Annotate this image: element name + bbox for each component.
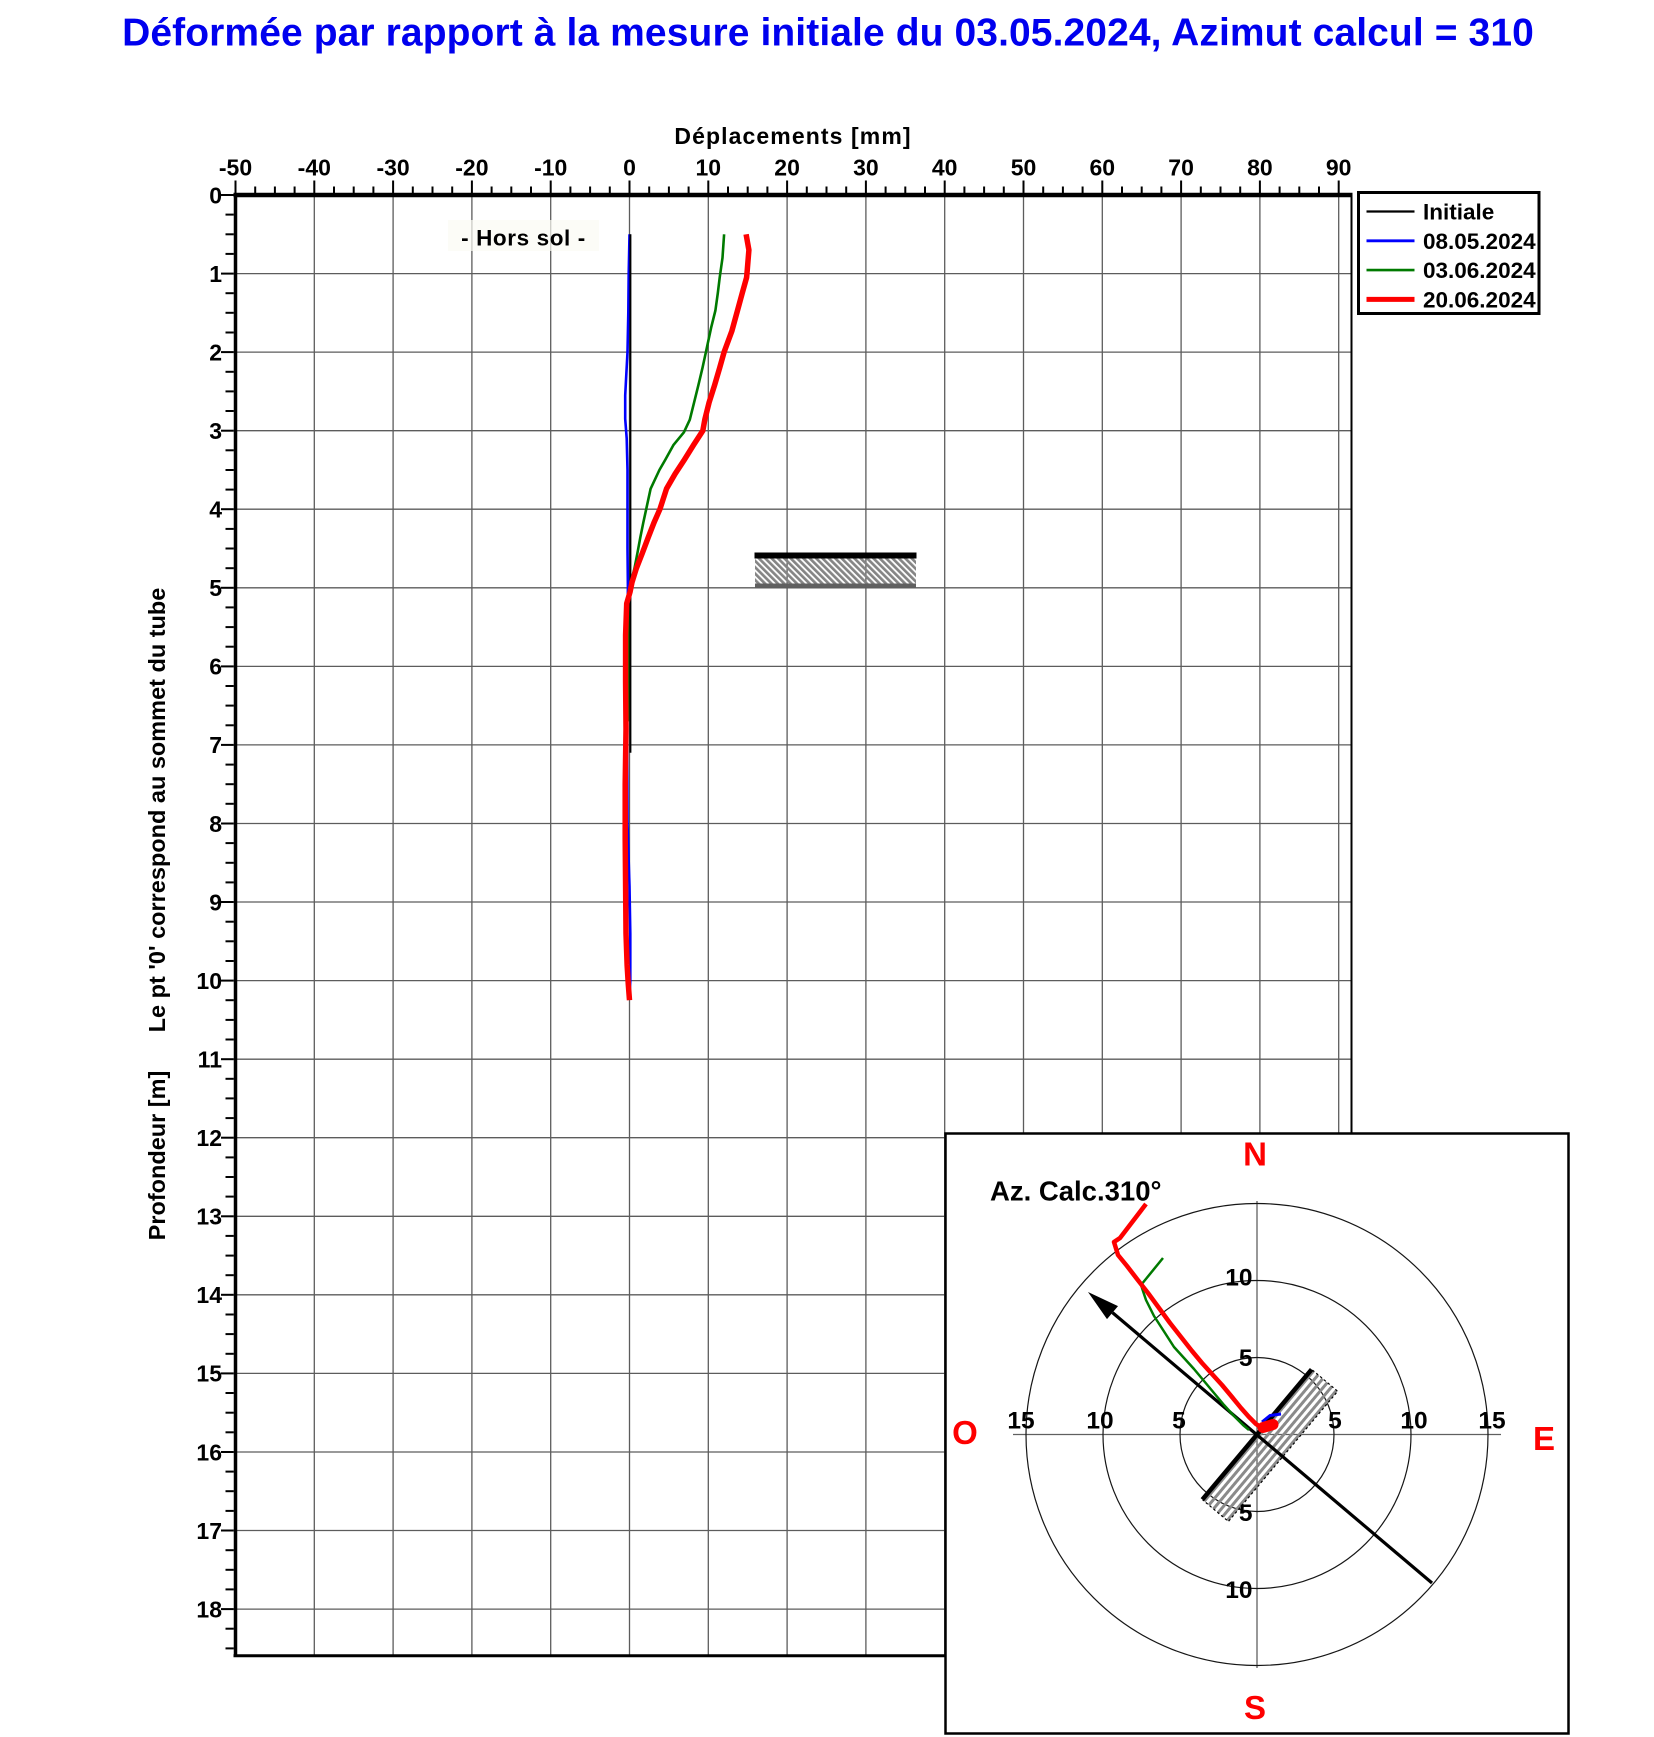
svg-text:10: 10 (196, 968, 222, 994)
svg-text:80: 80 (1247, 155, 1273, 181)
svg-text:Le pt '0' correspond au sommet: Le pt '0' correspond au sommet du tube (144, 588, 170, 1033)
svg-text:8: 8 (209, 811, 222, 837)
svg-text:40: 40 (932, 155, 958, 181)
svg-text:14: 14 (196, 1282, 222, 1308)
svg-text:Initiale: Initiale (1423, 200, 1494, 225)
svg-text:15: 15 (1478, 1408, 1505, 1435)
svg-text:16: 16 (196, 1439, 222, 1465)
svg-text:5: 5 (1239, 1500, 1253, 1527)
svg-text:5: 5 (1328, 1408, 1342, 1435)
svg-text:S: S (1244, 1689, 1266, 1726)
svg-text:03.06.2024: 03.06.2024 (1423, 258, 1536, 283)
svg-text:13: 13 (196, 1204, 222, 1230)
svg-text:9: 9 (209, 889, 222, 915)
svg-text:11: 11 (198, 1047, 223, 1073)
svg-text:-30: -30 (376, 155, 409, 181)
svg-text:60: 60 (1090, 155, 1116, 181)
svg-text:-20: -20 (455, 155, 488, 181)
svg-text:7: 7 (209, 732, 222, 758)
svg-text:70: 70 (1168, 155, 1194, 181)
svg-text:20: 20 (774, 155, 800, 181)
svg-text:5: 5 (209, 575, 222, 601)
svg-text:10: 10 (1225, 1577, 1252, 1604)
svg-text:O: O (952, 1414, 978, 1451)
svg-text:17: 17 (196, 1518, 222, 1544)
svg-text:30: 30 (853, 155, 879, 181)
svg-text:1: 1 (209, 261, 222, 287)
svg-text:Déplacements [mm]: Déplacements [mm] (674, 123, 911, 149)
svg-text:12: 12 (196, 1125, 222, 1151)
svg-text:15: 15 (196, 1361, 222, 1387)
svg-text:50: 50 (1011, 155, 1037, 181)
svg-text:N: N (1243, 1136, 1267, 1173)
svg-text:-10: -10 (534, 155, 567, 181)
svg-text:3: 3 (209, 418, 222, 444)
svg-text:2: 2 (209, 339, 222, 365)
svg-text:10: 10 (1400, 1408, 1427, 1435)
svg-text:18: 18 (196, 1596, 222, 1622)
svg-text:- Hors sol -: - Hors sol - (461, 226, 586, 251)
svg-text:5: 5 (1172, 1408, 1186, 1435)
svg-text:90: 90 (1326, 155, 1352, 181)
svg-text:-40: -40 (298, 155, 331, 181)
svg-text:5: 5 (1239, 1345, 1253, 1372)
svg-text:E: E (1533, 1420, 1555, 1457)
svg-text:15: 15 (1007, 1408, 1034, 1435)
svg-text:6: 6 (209, 654, 222, 680)
svg-text:08.05.2024: 08.05.2024 (1423, 229, 1536, 254)
svg-text:Profondeur [m]: Profondeur [m] (144, 1071, 170, 1241)
svg-text:20.06.2024: 20.06.2024 (1423, 287, 1536, 312)
svg-text:Déformée par rapport à la mesu: Déformée par rapport à la mesure initial… (122, 12, 1534, 55)
svg-text:Az. Calc.310°: Az. Calc.310° (990, 1176, 1162, 1207)
svg-text:0: 0 (623, 155, 636, 181)
svg-text:0: 0 (209, 182, 222, 208)
svg-text:10: 10 (696, 155, 722, 181)
svg-text:-50: -50 (219, 155, 252, 181)
svg-text:4: 4 (209, 497, 222, 523)
svg-text:10: 10 (1225, 1265, 1252, 1292)
svg-text:10: 10 (1086, 1408, 1113, 1435)
